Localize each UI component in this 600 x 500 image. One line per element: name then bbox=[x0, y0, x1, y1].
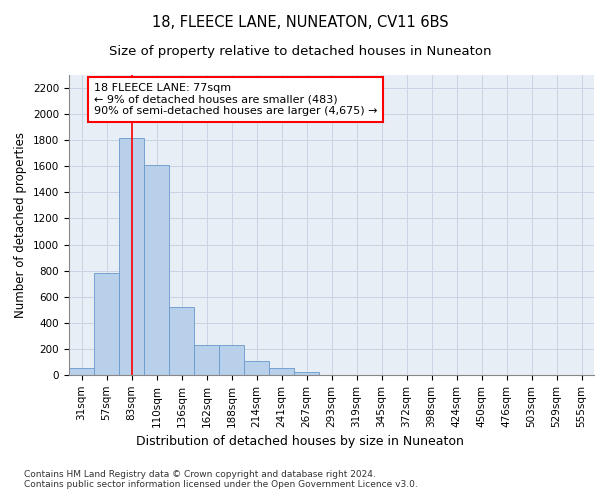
Bar bbox=[94, 274, 119, 375]
Bar bbox=[269, 368, 294, 375]
Text: 18, FLEECE LANE, NUNEATON, CV11 6BS: 18, FLEECE LANE, NUNEATON, CV11 6BS bbox=[152, 15, 448, 30]
Text: Contains HM Land Registry data © Crown copyright and database right 2024.
Contai: Contains HM Land Registry data © Crown c… bbox=[24, 470, 418, 490]
Bar bbox=[219, 345, 244, 375]
Bar bbox=[244, 362, 269, 375]
Bar bbox=[119, 138, 144, 375]
Bar bbox=[144, 165, 169, 375]
Bar bbox=[194, 345, 219, 375]
Bar bbox=[294, 372, 319, 375]
Text: Distribution of detached houses by size in Nuneaton: Distribution of detached houses by size … bbox=[136, 435, 464, 448]
Text: 18 FLEECE LANE: 77sqm
← 9% of detached houses are smaller (483)
90% of semi-deta: 18 FLEECE LANE: 77sqm ← 9% of detached h… bbox=[94, 83, 377, 116]
Y-axis label: Number of detached properties: Number of detached properties bbox=[14, 132, 28, 318]
Bar bbox=[169, 307, 194, 375]
Bar bbox=[69, 368, 94, 375]
Text: Size of property relative to detached houses in Nuneaton: Size of property relative to detached ho… bbox=[109, 45, 491, 58]
